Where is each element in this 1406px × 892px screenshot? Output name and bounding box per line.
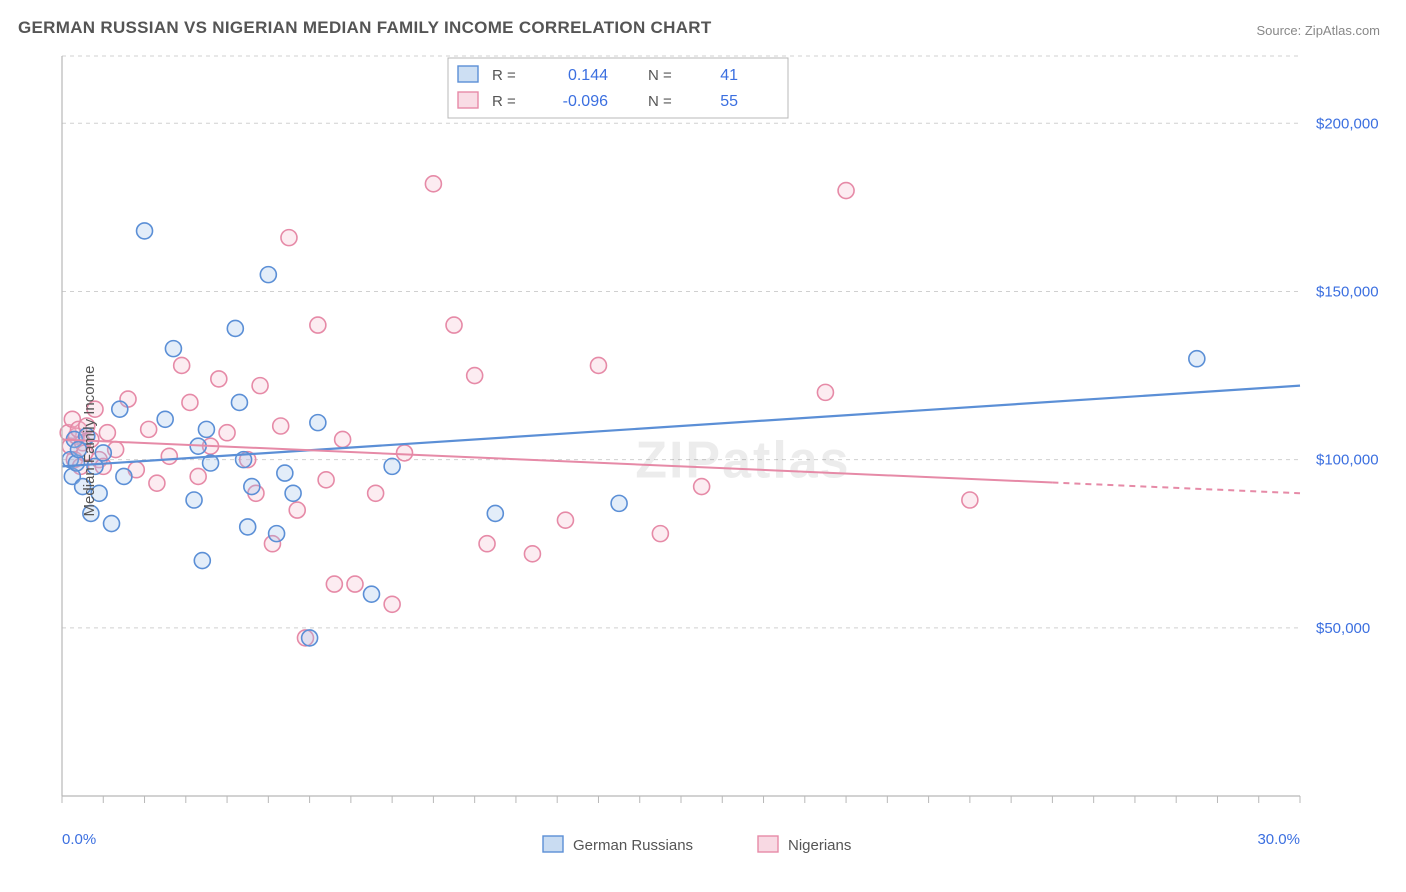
scatter-point xyxy=(285,485,301,501)
scatter-point xyxy=(611,495,627,511)
scatter-point xyxy=(231,394,247,410)
legend-series-label: German Russians xyxy=(573,837,693,854)
legend-n-label: N = xyxy=(648,93,672,110)
scatter-point xyxy=(273,418,289,434)
scatter-point xyxy=(524,546,540,562)
scatter-point xyxy=(289,502,305,518)
scatter-point xyxy=(190,468,206,484)
scatter-point xyxy=(104,516,120,532)
legend-r-value: 0.144 xyxy=(568,67,608,84)
scatter-point xyxy=(364,586,380,602)
scatter-point xyxy=(112,401,128,417)
scatter-point xyxy=(694,479,710,495)
scatter-point xyxy=(194,553,210,569)
legend-series-label: Nigerians xyxy=(788,837,851,854)
scatter-point xyxy=(244,479,260,495)
scatter-point xyxy=(137,223,153,239)
scatter-point xyxy=(240,519,256,535)
scatter-point xyxy=(182,394,198,410)
scatter-point xyxy=(467,368,483,384)
y-tick-label: $100,000 xyxy=(1316,452,1379,469)
scatter-point xyxy=(252,378,268,394)
scatter-point xyxy=(174,357,190,373)
scatter-point xyxy=(186,492,202,508)
scatter-point xyxy=(302,630,318,646)
legend-r-label: R = xyxy=(492,93,516,110)
scatter-point xyxy=(157,411,173,427)
trend-line-dashed xyxy=(1052,483,1300,494)
scatter-point xyxy=(479,536,495,552)
legend-r-value: -0.096 xyxy=(563,93,608,110)
legend-swatch xyxy=(458,92,478,108)
legend-swatch xyxy=(543,836,563,852)
scatter-point xyxy=(269,526,285,542)
legend-swatch xyxy=(458,66,478,82)
chart-container: Median Family Income $50,000 $100,000 $150… xyxy=(18,46,1388,836)
scatter-point xyxy=(310,415,326,431)
scatter-point xyxy=(116,468,132,484)
y-tick-label: $200,000 xyxy=(1316,115,1379,132)
scatter-point xyxy=(310,317,326,333)
scatter-point xyxy=(347,576,363,592)
legend-swatch xyxy=(758,836,778,852)
scatter-point xyxy=(487,505,503,521)
scatter-point xyxy=(335,431,351,447)
scatter-point xyxy=(838,183,854,199)
scatter-point xyxy=(277,465,293,481)
y-axis-label: Median Family Income xyxy=(81,366,98,517)
scatter-point xyxy=(962,492,978,508)
scatter-point xyxy=(1189,351,1205,367)
y-tick-label: $50,000 xyxy=(1316,620,1370,637)
scatter-point xyxy=(161,448,177,464)
scatter-point xyxy=(227,320,243,336)
scatter-point xyxy=(149,475,165,491)
scatter-point xyxy=(425,176,441,192)
legend-n-value: 55 xyxy=(720,93,738,110)
scatter-point xyxy=(260,267,276,283)
scatter-point xyxy=(165,341,181,357)
scatter-point xyxy=(384,596,400,612)
scatter-point xyxy=(219,425,235,441)
scatter-point xyxy=(652,526,668,542)
legend-n-value: 41 xyxy=(720,67,738,84)
scatter-point xyxy=(384,458,400,474)
scatter-point xyxy=(281,230,297,246)
correlation-scatter-chart: $50,000 $100,000 $150,000 $200,000 ZIPatlas 0… xyxy=(18,46,1388,876)
x-tick-label: 0.0% xyxy=(62,831,96,848)
legend-r-label: R = xyxy=(492,67,516,84)
scatter-point xyxy=(198,421,214,437)
chart-title: GERMAN RUSSIAN VS NIGERIAN MEDIAN FAMILY… xyxy=(18,18,712,38)
x-tick-label: 30.0% xyxy=(1257,831,1300,848)
scatter-point xyxy=(397,445,413,461)
legend-n-label: N = xyxy=(648,67,672,84)
watermark: ZIPatlas xyxy=(635,432,850,490)
scatter-point xyxy=(368,485,384,501)
scatter-point xyxy=(590,357,606,373)
scatter-point xyxy=(557,512,573,528)
scatter-point xyxy=(817,384,833,400)
scatter-point xyxy=(99,425,115,441)
scatter-point xyxy=(318,472,334,488)
scatter-point xyxy=(141,421,157,437)
scatter-point xyxy=(446,317,462,333)
y-tick-label: $150,000 xyxy=(1316,283,1379,300)
scatter-point xyxy=(211,371,227,387)
scatter-point xyxy=(326,576,342,592)
source-attribution: Source: ZipAtlas.com xyxy=(1256,23,1380,38)
